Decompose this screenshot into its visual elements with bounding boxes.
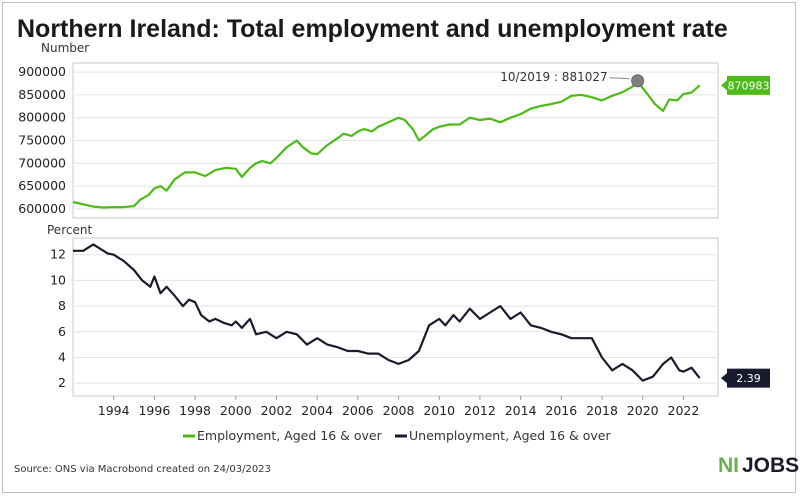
peak-annotation-label: 10/2019 : 881027 — [500, 70, 607, 84]
x-tick-label: 2014 — [505, 403, 537, 418]
employment-y-axis: 600000 650000 700000 750000 800000 850000 9000… — [18, 64, 66, 216]
legend-label-employment: Employment, Aged 16 & over — [197, 428, 383, 443]
end-badge-pointer — [721, 80, 727, 91]
x-tick-label: 2020 — [627, 403, 659, 418]
employment-end-badge: 870983 — [721, 75, 770, 95]
unemployment-end-badge: 2.39 — [721, 368, 770, 388]
unemployment-unit-label: Percent — [47, 223, 92, 237]
x-axis: 1994 1996 1998 2000 2002 2004 2006 2008 2010 2012… — [98, 396, 700, 418]
unemployment-panel-frame — [72, 237, 719, 397]
y-tick-label: 8 — [58, 298, 66, 313]
y-tick-label: 2 — [58, 375, 66, 390]
y-tick-label: 800000 — [18, 110, 66, 125]
x-tick-label: 2000 — [220, 403, 252, 418]
legend-label-unemployment: Unemployment, Aged 16 & over — [409, 428, 611, 443]
x-tick-label: 1998 — [179, 403, 211, 418]
x-tick-label: 2010 — [423, 403, 455, 418]
employment-end-value: 870983 — [728, 79, 770, 92]
y-tick-label: 700000 — [18, 155, 66, 170]
x-tick-label: 2002 — [261, 403, 293, 418]
chart-title: Northern Ireland: Total employment and u… — [17, 15, 728, 43]
x-tick-label: 2008 — [383, 403, 415, 418]
y-tick-label: 600000 — [18, 201, 66, 216]
y-tick-label: 4 — [58, 349, 66, 364]
source-note: Source: ONS via Macrobond created on 24/… — [14, 464, 271, 475]
x-tick-label: 2006 — [342, 403, 374, 418]
employment-unit-label: Number — [41, 41, 89, 55]
y-tick-label: 650000 — [18, 178, 66, 193]
annotation-leader — [609, 77, 630, 80]
y-tick-label: 850000 — [18, 87, 66, 102]
unemployment-y-axis: 2 4 6 8 10 12 — [50, 247, 66, 390]
peak-marker — [631, 74, 645, 88]
end-badge-pointer — [721, 373, 727, 384]
end-badge-box — [727, 368, 770, 388]
unemployment-series — [73, 243, 701, 382]
y-tick-label: 900000 — [18, 64, 66, 79]
x-tick-label: 2004 — [301, 403, 333, 418]
x-tick-label: 1994 — [98, 403, 130, 418]
x-tick-label: 2022 — [668, 403, 700, 418]
logo-ni: NI — [718, 454, 739, 477]
legend: Employment, Aged 16 & over Unemployment,… — [183, 428, 611, 443]
y-tick-label: 750000 — [18, 133, 66, 148]
logo-jobs: JOBS — [742, 454, 799, 477]
series-line-employment — [72, 79, 701, 209]
employment-peak-annotation: 10/2019 : 881027 — [500, 70, 645, 88]
end-badge-box — [727, 75, 770, 95]
nijobs-logo: NI JOBS — [718, 454, 799, 477]
y-tick-label: 6 — [58, 324, 66, 339]
x-tick-label: 2018 — [586, 403, 618, 418]
unemployment-end-value: 2.39 — [736, 372, 761, 385]
x-tick-label: 2012 — [464, 403, 496, 418]
series-line-unemployment — [73, 243, 701, 382]
y-tick-label: 10 — [50, 272, 66, 287]
x-tick-label: 1996 — [138, 403, 170, 418]
x-tick-label: 2016 — [545, 403, 577, 418]
employment-series — [72, 79, 701, 209]
y-tick-label: 12 — [50, 247, 66, 262]
employment-gridlines — [73, 71, 718, 210]
unemployment-gridlines — [73, 254, 718, 384]
